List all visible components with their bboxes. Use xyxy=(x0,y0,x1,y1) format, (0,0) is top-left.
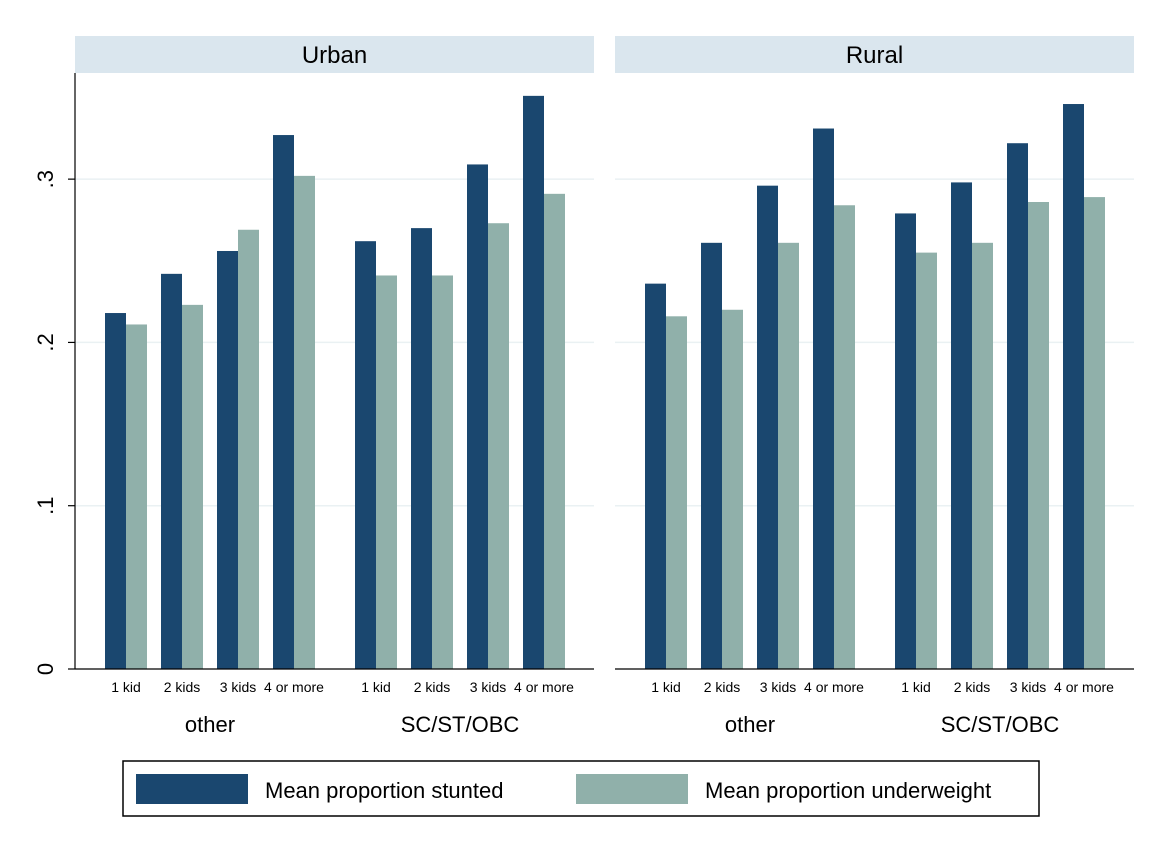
category-label-2-1-2: 2 kids xyxy=(704,679,741,695)
panel-title-rural: Rural xyxy=(846,42,903,69)
bar-urban-1-3-underweight xyxy=(238,229,259,669)
y-tick-label-3: .3 xyxy=(33,170,58,188)
bar-urban-2-3-stunted xyxy=(467,164,488,669)
bar-rural-2-1-underweight xyxy=(916,252,937,669)
y-tick-label-0: 0 xyxy=(33,663,58,675)
category-label-1-1-4: 4 or more xyxy=(264,679,324,695)
group-label-2-2: SC/ST/OBC xyxy=(941,712,1060,737)
legend-swatch-underweight xyxy=(576,774,688,804)
category-label-2-2-2: 2 kids xyxy=(954,679,991,695)
bar-urban-2-4-stunted xyxy=(523,95,544,669)
panel-header-2 xyxy=(615,36,1134,73)
bar-rural-2-3-underweight xyxy=(1028,201,1049,669)
legend-swatch-stunted xyxy=(136,774,248,804)
y-tick-label-2: .2 xyxy=(33,333,58,351)
category-label-1-2-2: 2 kids xyxy=(414,679,451,695)
legend: Mean proportion stunted Mean proportion … xyxy=(122,760,1040,817)
category-label-1-2-4: 4 or more xyxy=(514,679,574,695)
group-label-1-2: SC/ST/OBC xyxy=(401,712,520,737)
bar-rural-2-2-underweight xyxy=(972,242,993,669)
bar-urban-1-3-stunted xyxy=(217,250,238,669)
plot-layer: Urban 1 kid 2 kids 3 kids 4 or more other 1 ki… xyxy=(33,36,1134,737)
bar-rural-1-4-stunted xyxy=(813,128,834,669)
bar-urban-1-4-underweight xyxy=(294,175,315,670)
bar-urban-1-1-stunted xyxy=(105,313,126,669)
bar-rural-1-4-underweight xyxy=(834,205,855,670)
bar-urban-2-1-stunted xyxy=(355,241,376,670)
category-label-1-2-3: 3 kids xyxy=(470,679,507,695)
bar-urban-2-3-underweight xyxy=(488,223,509,669)
bar-urban-1-2-stunted xyxy=(161,273,182,669)
bar-rural-1-2-stunted xyxy=(701,242,722,669)
y-tick-label-1: .1 xyxy=(33,497,58,515)
category-label-2-2-3: 3 kids xyxy=(1010,679,1047,695)
bar-rural-2-4-underweight xyxy=(1084,197,1105,669)
bar-rural-2-1-stunted xyxy=(895,213,916,669)
category-label-1-2-1: 1 kid xyxy=(361,679,391,695)
bar-rural-1-3-stunted xyxy=(757,185,778,669)
bar-urban-2-2-underweight xyxy=(432,275,453,669)
bar-rural-1-1-underweight xyxy=(666,316,687,669)
legend-label-stunted: Mean proportion stunted xyxy=(265,778,504,803)
category-label-1-1-2: 2 kids xyxy=(164,679,201,695)
legend-label-underweight: Mean proportion underweight xyxy=(705,778,991,803)
panel-header-1 xyxy=(75,36,594,73)
bar-rural-2-2-stunted xyxy=(951,182,972,669)
panel-title-urban: Urban xyxy=(302,42,367,69)
bar-rural-2-4-stunted xyxy=(1063,104,1084,669)
category-label-1-1-1: 1 kid xyxy=(111,679,141,695)
category-label-2-1-3: 3 kids xyxy=(760,679,797,695)
bar-urban-2-2-stunted xyxy=(411,228,432,669)
bar-rural-2-3-stunted xyxy=(1007,143,1028,670)
bar-urban-1-2-underweight xyxy=(182,304,203,669)
bar-urban-2-1-underweight xyxy=(376,275,397,669)
category-label-1-1-3: 3 kids xyxy=(220,679,257,695)
category-label-2-2-1: 1 kid xyxy=(901,679,931,695)
bar-rural-1-2-underweight xyxy=(722,309,743,669)
group-label-1-1: other xyxy=(185,712,235,737)
category-label-2-1-4: 4 or more xyxy=(804,679,864,695)
bar-urban-1-4-stunted xyxy=(273,135,294,669)
bar-rural-1-1-stunted xyxy=(645,283,666,669)
group-label-2-1: other xyxy=(725,712,775,737)
bar-rural-1-3-underweight xyxy=(778,242,799,669)
category-label-2-2-4: 4 or more xyxy=(1054,679,1114,695)
category-label-2-1-1: 1 kid xyxy=(651,679,681,695)
bar-urban-1-1-underweight xyxy=(126,324,147,669)
bar-urban-2-4-underweight xyxy=(544,193,565,669)
